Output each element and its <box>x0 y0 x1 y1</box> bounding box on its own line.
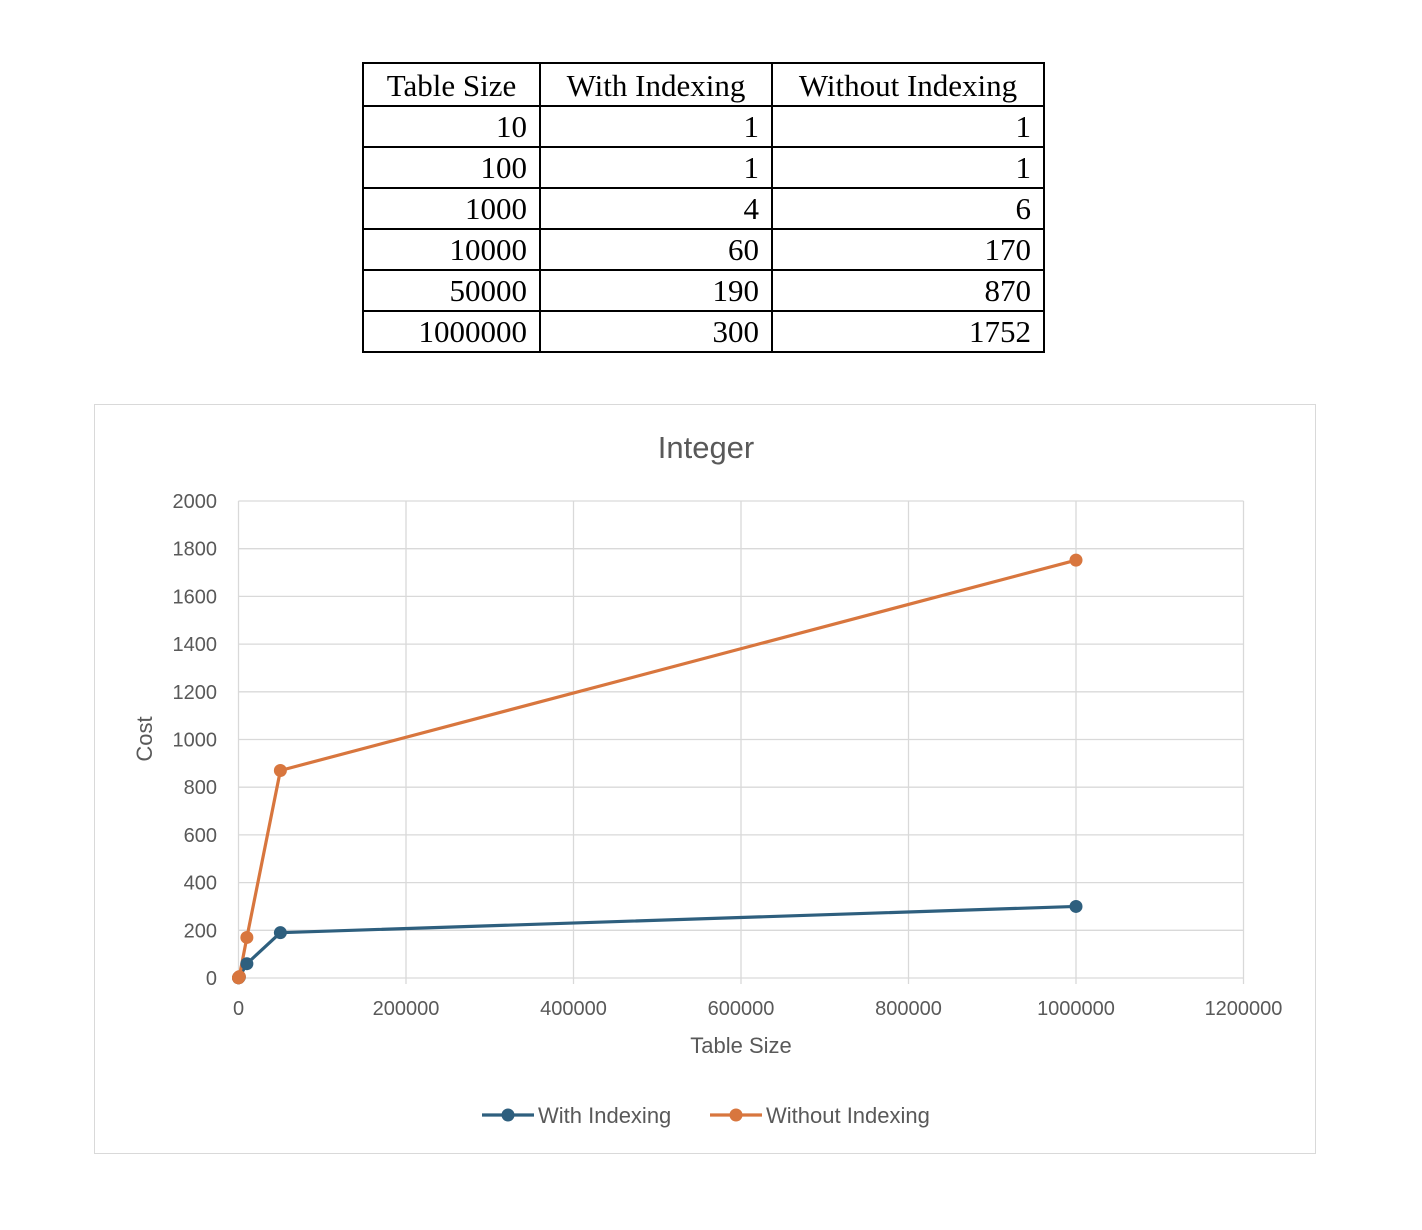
y-tick-label: 800 <box>184 777 217 799</box>
data-point-series-0 <box>273 926 287 940</box>
series-line-1 <box>236 558 1077 980</box>
header-without-indexing: Without Indexing <box>771 62 1045 107</box>
x-tick-label: 200000 <box>373 998 440 1020</box>
cell-with-indexing: 60 <box>539 228 773 271</box>
cell-table-size: 10000 <box>362 228 541 271</box>
cell-with-indexing: 4 <box>539 187 773 230</box>
legend-swatch-marker <box>501 1108 515 1122</box>
data-point-series-1 <box>273 764 287 778</box>
header-with-indexing: With Indexing <box>539 62 773 107</box>
x-tick-label: 600000 <box>708 998 775 1020</box>
table-header-row: Table Size With Indexing Without Indexin… <box>362 62 1045 107</box>
table-row: 1000 4 6 <box>362 187 1045 230</box>
cell-table-size: 10 <box>362 105 541 148</box>
cell-with-indexing: 1 <box>539 105 773 148</box>
legend: With Indexing Without Indexing <box>482 1103 930 1128</box>
x-tick-label: 800000 <box>875 998 942 1020</box>
data-table: Table Size With Indexing Without Indexin… <box>362 62 1045 353</box>
x-axis-title: Table Size <box>690 1033 792 1058</box>
cell-without-indexing: 1 <box>771 146 1045 189</box>
cell-table-size: 50000 <box>362 269 541 312</box>
x-tick-label: 400000 <box>540 998 607 1020</box>
cell-table-size: 1000000 <box>362 310 541 353</box>
table-row: 10 1 1 <box>362 105 1045 148</box>
header-table-size: Table Size <box>362 62 541 107</box>
cell-table-size: 1000 <box>362 187 541 230</box>
data-point-series-0 <box>240 957 254 971</box>
cell-table-size: 100 <box>362 146 541 189</box>
table-row: 1000000 300 1752 <box>362 310 1045 353</box>
y-tick-label: 1000 <box>173 730 218 752</box>
y-tick-label: 1600 <box>173 586 218 608</box>
y-tick-label: 1200 <box>173 682 218 704</box>
data-point-series-1 <box>232 970 246 984</box>
cell-without-indexing: 1752 <box>771 310 1045 353</box>
cell-with-indexing: 190 <box>539 269 773 312</box>
legend-swatch-marker <box>729 1108 743 1122</box>
cell-with-indexing: 1 <box>539 146 773 189</box>
x-tick-label: 0 <box>233 998 244 1020</box>
chart-frame: Integer 0 200 400 600 800 1000 1200 1400 1600 180… <box>94 404 1316 1154</box>
cell-without-indexing: 870 <box>771 269 1045 312</box>
legend-label: With Indexing <box>538 1103 671 1128</box>
legend-label: Without Indexing <box>766 1103 930 1128</box>
grid-lines <box>237 500 1245 984</box>
tick-labels: 0 200 400 600 800 1000 1200 1400 1600 1800 2000 0 20… <box>173 491 1283 1020</box>
cell-without-indexing: 170 <box>771 228 1045 271</box>
chart-title: Integer <box>658 430 755 465</box>
data-point-series-1 <box>1069 553 1083 567</box>
x-tick-label: 1200000 <box>1205 998 1283 1020</box>
y-tick-label: 400 <box>184 873 217 895</box>
series-line-0 <box>236 904 1077 980</box>
cell-without-indexing: 6 <box>771 187 1045 230</box>
y-tick-label: 0 <box>206 968 217 990</box>
x-tick-label: 1000000 <box>1037 998 1115 1020</box>
y-tick-label: 2000 <box>173 491 218 513</box>
series-layer <box>232 553 1083 985</box>
data-point-series-0 <box>1069 899 1083 913</box>
y-tick-label: 1400 <box>173 634 218 656</box>
table-row: 10000 60 170 <box>362 228 1045 271</box>
y-tick-label: 600 <box>184 825 217 847</box>
cell-without-indexing: 1 <box>771 105 1045 148</box>
data-point-series-1 <box>240 930 254 944</box>
y-tick-label: 200 <box>184 920 217 942</box>
table-row: 100 1 1 <box>362 146 1045 189</box>
line-chart: Integer 0 200 400 600 800 1000 1200 1400 1600 180… <box>132 430 1283 1128</box>
y-axis-title: Cost <box>132 716 157 761</box>
table-row: 50000 190 870 <box>362 269 1045 312</box>
y-tick-label: 1800 <box>173 539 218 561</box>
cell-with-indexing: 300 <box>539 310 773 353</box>
